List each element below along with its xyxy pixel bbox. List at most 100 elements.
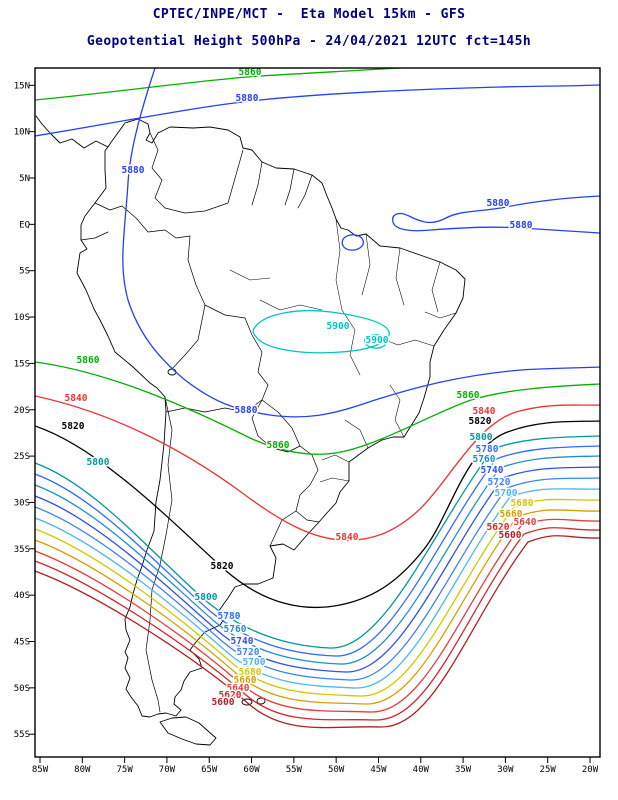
contour-5720 — [35, 477, 600, 681]
state-border-line — [379, 337, 435, 347]
contour-label-5620: 5620 — [487, 522, 510, 533]
contour-label-5840: 5840 — [65, 393, 88, 404]
border-line — [121, 205, 191, 239]
border-line — [269, 510, 320, 547]
lon-tick-label: 45W — [370, 765, 387, 775]
contour-5640 — [35, 518, 600, 713]
country-borders — [80, 132, 320, 713]
border-line — [165, 399, 263, 413]
chart-title-line-1: CPTEC/INPE/MCT - Eta Model 15km - GFS — [152, 7, 466, 22]
contour-label-5800: 5800 — [195, 592, 218, 603]
contour-5760 — [35, 455, 600, 665]
contour-5860-mid — [35, 361, 600, 455]
lat-tick-label: 10S — [14, 313, 30, 323]
map-frame — [34, 67, 601, 758]
contour-5680 — [35, 498, 600, 697]
contour-label-5720: 5720 — [237, 647, 260, 658]
contour-label-5880: 5880 — [122, 165, 145, 176]
lon-tick-label: 30W — [497, 765, 514, 775]
lon-tick-label: 70W — [159, 765, 176, 775]
lat-tick-label: 35S — [14, 545, 30, 555]
contour-5880-northeast — [392, 195, 600, 234]
contour-5880-closed-cell — [341, 234, 364, 251]
contour-5900-closed-main — [252, 310, 390, 354]
contour-label-5800: 5800 — [470, 432, 493, 443]
border-line — [251, 161, 263, 206]
contour-label-5880: 5880 — [510, 220, 533, 231]
contour-label-5860: 5860 — [77, 355, 100, 366]
contour-label-5800: 5800 — [87, 457, 110, 468]
contour-label-5880: 5880 — [235, 405, 258, 416]
border-line — [149, 132, 166, 209]
contour-label-5840: 5840 — [473, 406, 496, 417]
lat-tick-label: 50S — [14, 684, 30, 694]
border-line — [171, 304, 206, 370]
island-tierra-del-fuego — [159, 716, 217, 746]
contour-5600 — [35, 535, 600, 729]
contour-5620 — [35, 527, 600, 721]
contour-label-5780: 5780 — [476, 444, 499, 455]
lon-tick-label: 65W — [201, 765, 218, 775]
island-falkland-east — [256, 697, 266, 705]
contour-5660 — [35, 509, 600, 705]
lat-tick-label: 15S — [14, 359, 30, 369]
contour-5900-closed-small — [363, 334, 388, 349]
lat-tick-label: 5N — [19, 174, 30, 184]
lat-tick-label: EQ — [19, 220, 30, 230]
border-line — [94, 202, 123, 211]
border-line — [164, 149, 244, 214]
border-line — [204, 304, 269, 401]
state-border-line — [335, 218, 343, 311]
contour-label-5760: 5760 — [473, 454, 496, 465]
contour-label-5740: 5740 — [481, 465, 504, 476]
contour-5860-north — [35, 68, 409, 101]
state-border-line — [389, 384, 405, 438]
lon-tick-label: 50W — [328, 765, 345, 775]
contour-label-5820: 5820 — [469, 416, 492, 427]
border-line — [295, 445, 319, 512]
lon-tick-label: 20W — [582, 765, 599, 775]
state-border-line — [259, 299, 323, 311]
contour-label-5880: 5880 — [487, 198, 510, 209]
island-falkland-west — [241, 698, 253, 706]
contour-5880-north — [35, 84, 600, 137]
contour-5880-west — [122, 68, 600, 418]
lat-tick-label: 30S — [14, 498, 30, 508]
contour-label-5820: 5820 — [62, 421, 85, 432]
border-line — [251, 399, 301, 453]
lat-tick-label: 25S — [14, 452, 30, 462]
state-border-line — [341, 309, 361, 376]
state-borders — [229, 218, 457, 483]
coastline-south-america — [76, 118, 466, 718]
contour-label-5680: 5680 — [511, 498, 534, 509]
contour-label-5760: 5760 — [224, 624, 247, 635]
state-border-line — [431, 261, 441, 313]
contour-label-5660: 5660 — [234, 675, 257, 686]
lon-tick-label: 25W — [540, 765, 557, 775]
state-border-line — [319, 477, 350, 483]
state-border-line — [424, 311, 457, 319]
contour-layer-static — [35, 68, 600, 609]
contour-label-5600: 5600 — [499, 530, 522, 541]
contour-5820 — [35, 420, 600, 609]
contour-5700 — [35, 488, 600, 689]
border-line — [187, 235, 206, 306]
state-border-line — [344, 419, 369, 449]
lat-tick-label: 15N — [14, 81, 30, 91]
contour-labels-layer: 5860588058805880588059005900588058605860… — [60, 68, 538, 710]
coastline-central-america — [35, 115, 109, 149]
state-border-line — [321, 454, 350, 463]
lon-tick-label: 60W — [243, 765, 260, 775]
contour-label-5900: 5900 — [327, 321, 350, 332]
contour-label-5900: 5900 — [366, 335, 389, 346]
lon-tick-label: 40W — [413, 765, 430, 775]
contour-layer-family — [35, 435, 600, 729]
lon-tick-label: 35W — [455, 765, 472, 775]
contour-5800 — [35, 435, 600, 649]
contour-label-5680: 5680 — [239, 667, 262, 678]
contour-label-5640: 5640 — [514, 517, 537, 528]
contour-label-5640: 5640 — [227, 683, 250, 694]
contour-label-5880: 5880 — [236, 93, 259, 104]
state-border-line — [229, 269, 271, 281]
